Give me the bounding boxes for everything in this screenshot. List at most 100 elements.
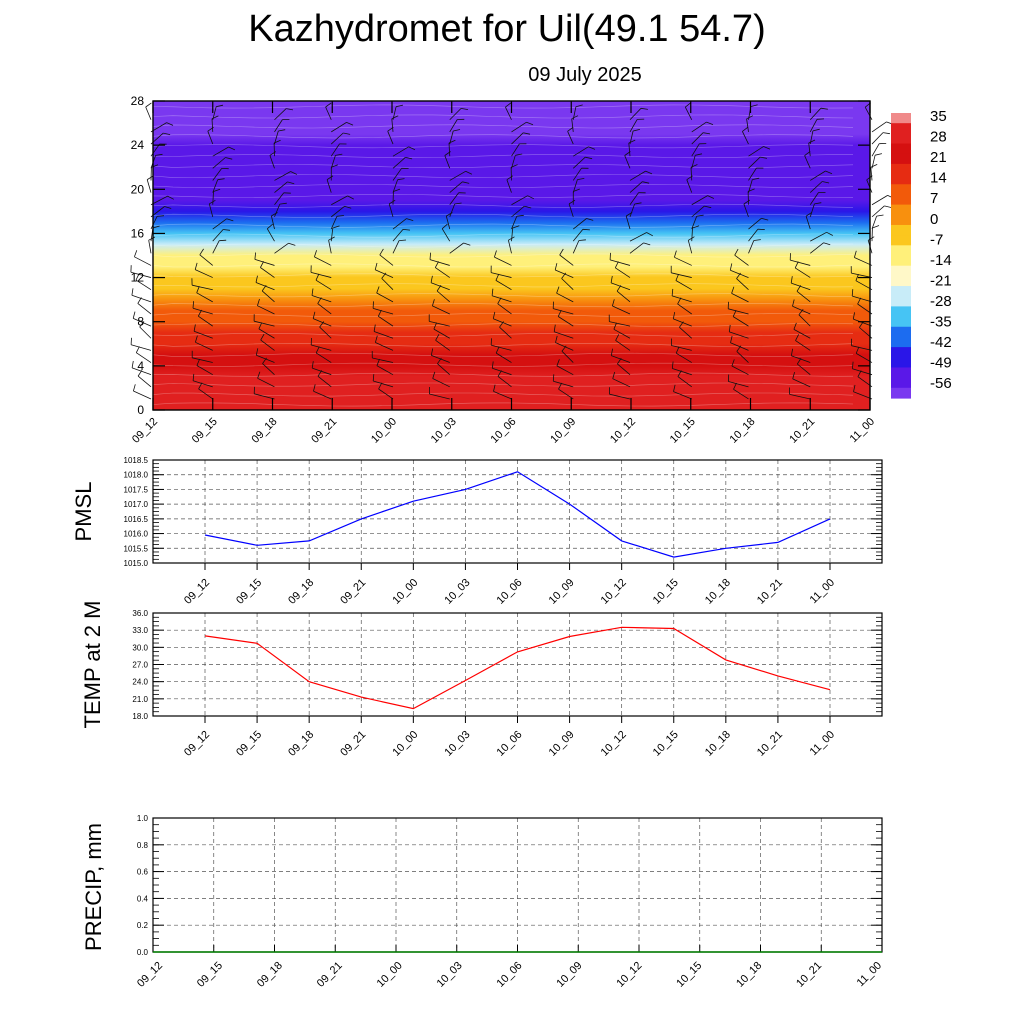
wind-barb bbox=[195, 341, 213, 351]
wind-barb-flag bbox=[523, 132, 531, 135]
wind-barb bbox=[497, 376, 512, 388]
wind-barb bbox=[137, 303, 152, 315]
wind-barb-flag bbox=[575, 104, 583, 108]
wind-barb bbox=[691, 216, 698, 230]
wind-barb-flag bbox=[552, 374, 555, 382]
wind-barb-flag bbox=[867, 236, 875, 241]
x-tick-label: 10_00 bbox=[369, 416, 399, 446]
wind-barb bbox=[854, 257, 873, 266]
wind-barb bbox=[690, 167, 693, 181]
wind-barb bbox=[392, 229, 404, 242]
wind-barb bbox=[809, 119, 818, 133]
wind-barb bbox=[730, 342, 749, 351]
wind-barb-flag bbox=[441, 223, 448, 230]
colorbar-band bbox=[891, 306, 911, 313]
wind-barb bbox=[809, 203, 815, 217]
contour-line bbox=[152, 124, 854, 129]
wind-barb bbox=[629, 108, 642, 121]
wind-barb-flag bbox=[315, 273, 320, 281]
colorbar-band bbox=[891, 204, 911, 211]
wind-barb-flag bbox=[219, 239, 227, 242]
wind-barb bbox=[192, 307, 213, 315]
y-tick-label: 0.6 bbox=[137, 868, 149, 877]
wind-barb bbox=[375, 269, 394, 278]
wind-barb-flag bbox=[325, 102, 332, 108]
y-tick-label: 30.0 bbox=[132, 643, 148, 652]
wind-barb-flag bbox=[388, 199, 396, 205]
wind-barb-flag bbox=[286, 108, 294, 111]
x-tick-label: 09_21 bbox=[309, 416, 339, 446]
wind-barb-flag bbox=[311, 361, 314, 369]
wind-barb bbox=[212, 146, 229, 157]
colorbar-band bbox=[891, 163, 911, 170]
wind-barb-flag bbox=[851, 289, 854, 297]
wind-barb bbox=[609, 393, 631, 400]
wind-barb-flag bbox=[674, 250, 677, 258]
wind-barb-flag bbox=[825, 170, 833, 175]
wind-barb-flag bbox=[374, 262, 378, 270]
chart-subtitle: 09 July 2025 bbox=[528, 64, 642, 86]
x-tick-label: 10_18 bbox=[728, 416, 758, 446]
wind-barb-flag bbox=[578, 239, 586, 241]
x-tick-label: 10_06 bbox=[489, 416, 519, 446]
colorbar-band bbox=[891, 189, 911, 196]
y-tick-label: 21.0 bbox=[132, 695, 148, 704]
wind-barb bbox=[673, 318, 692, 327]
wind-barb bbox=[686, 179, 693, 193]
wind-barb-flag bbox=[852, 361, 854, 369]
wind-barb-flag bbox=[194, 262, 198, 270]
wind-barb-flag bbox=[199, 248, 204, 256]
contour-line bbox=[152, 362, 854, 367]
wind-barb bbox=[376, 292, 394, 303]
wind-barb-flag bbox=[524, 205, 532, 209]
wind-barb bbox=[629, 203, 635, 218]
wind-barb-flag bbox=[217, 178, 225, 181]
wind-barb bbox=[615, 340, 631, 351]
wind-barb-flag bbox=[373, 324, 376, 332]
contour-line bbox=[152, 154, 853, 159]
x-tick-label: 10_03 bbox=[442, 577, 472, 607]
y-tick-label: 8 bbox=[137, 315, 144, 329]
wind-barb bbox=[212, 229, 224, 242]
wind-barb-flag bbox=[640, 107, 648, 110]
wind-barb-flag bbox=[671, 288, 674, 296]
wind-barb bbox=[797, 363, 811, 375]
wind-barb bbox=[505, 106, 512, 120]
colorbar-band bbox=[891, 245, 911, 252]
temp-panel: 18.0 21.0 24.0 27.0 30.0 33.0 36.0 09_12 09_15 09… bbox=[80, 601, 883, 759]
wind-barb-flag bbox=[131, 360, 134, 368]
wind-barb-flag bbox=[753, 239, 761, 241]
wind-barb bbox=[732, 316, 749, 327]
wind-barb bbox=[629, 119, 638, 133]
wind-barb-flag bbox=[792, 299, 795, 307]
y-tick-label: 33.0 bbox=[132, 626, 148, 635]
series-line bbox=[204, 626, 831, 710]
wind-barb-flag bbox=[750, 104, 758, 107]
wind-barb-flag bbox=[675, 346, 680, 354]
wind-barb bbox=[791, 282, 811, 291]
wind-barb bbox=[260, 267, 275, 278]
wind-barb bbox=[558, 388, 574, 400]
wind-barb-flag bbox=[610, 275, 613, 283]
wind-barb bbox=[511, 143, 520, 157]
wind-barb bbox=[391, 118, 394, 132]
wind-barb bbox=[691, 143, 700, 157]
wind-barb-flag bbox=[346, 122, 354, 126]
wind-barb bbox=[430, 282, 450, 291]
wind-barb bbox=[625, 215, 631, 230]
contour-line bbox=[152, 104, 854, 109]
wind-barb bbox=[677, 376, 692, 388]
wind-barb bbox=[130, 344, 152, 351]
wind-barb-flag bbox=[313, 384, 316, 392]
wind-barb bbox=[134, 256, 152, 266]
wind-barb bbox=[495, 280, 512, 291]
x-tick-label: 10_06 bbox=[495, 729, 525, 759]
wind-barb bbox=[212, 106, 217, 120]
y-tick-label: 1016.0 bbox=[124, 530, 149, 539]
contour-line bbox=[152, 174, 854, 178]
contour-line bbox=[152, 392, 854, 397]
colorbar-band bbox=[891, 270, 911, 277]
y-tick-label: 1018.5 bbox=[124, 456, 149, 465]
wind-barb bbox=[673, 391, 692, 400]
wind-barb bbox=[810, 231, 827, 242]
